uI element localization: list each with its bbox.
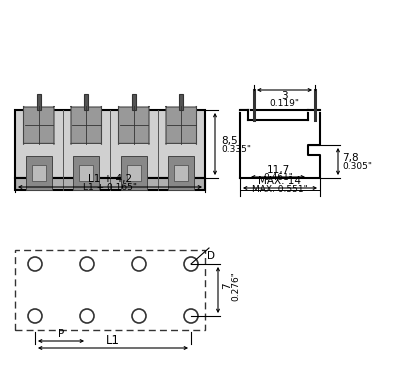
FancyBboxPatch shape — [71, 106, 102, 144]
Bar — [79, 166, 94, 181]
FancyBboxPatch shape — [118, 106, 149, 144]
Bar — [84, 94, 88, 110]
Text: 0.305": 0.305" — [342, 162, 372, 171]
Text: 8,5: 8,5 — [221, 136, 238, 146]
Text: 7,8: 7,8 — [342, 153, 359, 164]
Text: MAX. 0.551": MAX. 0.551" — [252, 184, 308, 194]
Text: 11,7: 11,7 — [266, 165, 290, 175]
Bar — [168, 156, 194, 190]
Text: L1 + 4,2: L1 + 4,2 — [88, 174, 132, 184]
FancyBboxPatch shape — [166, 106, 196, 144]
Bar — [132, 94, 136, 110]
FancyBboxPatch shape — [24, 106, 54, 144]
Text: D: D — [207, 251, 215, 261]
Bar — [15, 250, 205, 330]
Bar — [15, 110, 205, 178]
Text: 3: 3 — [281, 91, 288, 101]
Text: 0.335": 0.335" — [221, 144, 251, 153]
Bar — [32, 166, 46, 181]
Text: MAX. 14: MAX. 14 — [258, 176, 302, 186]
Bar — [73, 156, 99, 190]
Text: P: P — [58, 329, 64, 339]
Text: L1 + 0.165": L1 + 0.165" — [83, 183, 137, 192]
Bar — [174, 166, 188, 181]
Text: L1: L1 — [106, 335, 120, 347]
Bar — [26, 156, 52, 190]
Text: 7: 7 — [222, 283, 232, 289]
Bar — [121, 156, 147, 190]
Bar — [126, 166, 141, 181]
Bar — [37, 94, 41, 110]
Bar — [15, 178, 205, 190]
Text: 0.119": 0.119" — [270, 99, 300, 108]
Bar — [179, 94, 183, 110]
Text: 0.276": 0.276" — [231, 271, 240, 301]
Text: 0.461": 0.461" — [263, 174, 293, 183]
